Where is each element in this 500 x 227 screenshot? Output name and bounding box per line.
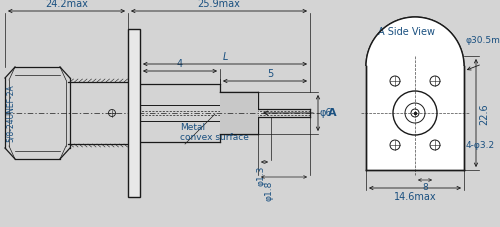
Text: 5/8-24UNEF-2A: 5/8-24UNEF-2A bbox=[6, 84, 15, 141]
Text: φ6: φ6 bbox=[320, 108, 332, 118]
Text: A: A bbox=[328, 108, 336, 118]
Bar bbox=[366, 67, 464, 170]
Text: 14.6max: 14.6max bbox=[394, 191, 436, 201]
Text: Metal
convex surface: Metal convex surface bbox=[180, 122, 249, 141]
Text: 8: 8 bbox=[422, 182, 428, 191]
Text: φ1.3: φ1.3 bbox=[257, 165, 266, 185]
Text: 22.6: 22.6 bbox=[479, 103, 489, 124]
Text: A Side View: A Side View bbox=[378, 27, 436, 37]
Text: 4-φ3.2: 4-φ3.2 bbox=[466, 141, 495, 150]
Bar bbox=[128, 30, 140, 197]
Text: φ30.5max: φ30.5max bbox=[466, 36, 500, 45]
Text: φ1.8: φ1.8 bbox=[265, 180, 274, 200]
Text: 24.2max: 24.2max bbox=[45, 0, 88, 9]
Text: 25.9max: 25.9max bbox=[198, 0, 240, 9]
Text: 4: 4 bbox=[177, 59, 183, 69]
Wedge shape bbox=[366, 18, 464, 67]
Text: L: L bbox=[222, 52, 228, 62]
Text: 5: 5 bbox=[267, 69, 273, 79]
Bar bbox=[220, 93, 258, 134]
